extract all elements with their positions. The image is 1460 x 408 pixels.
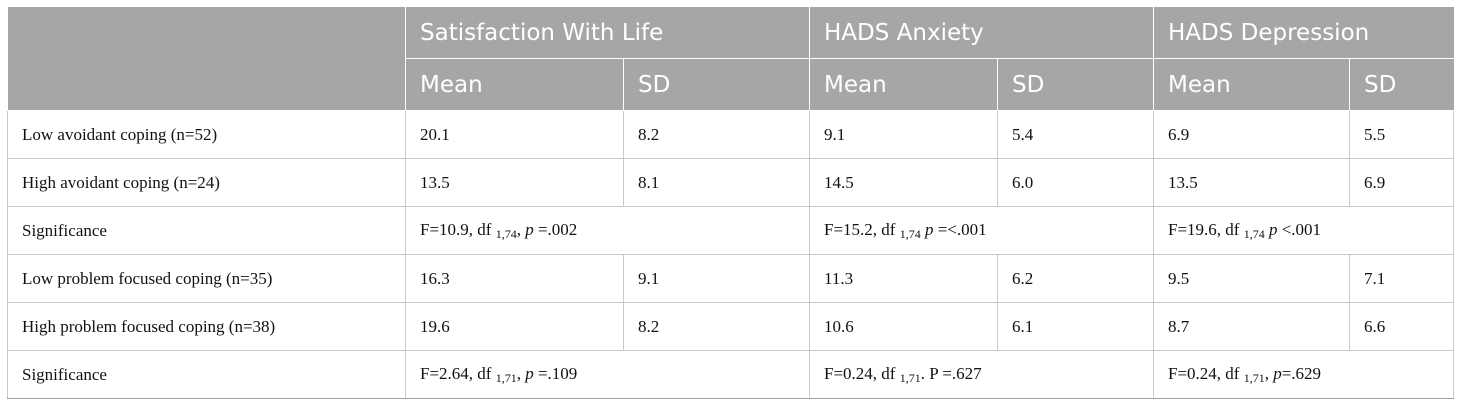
significance-row: Significance F=10.9, df 1,74, p =.002 F=…: [7, 206, 1454, 255]
row-label: Low avoidant coping (n=52): [7, 110, 406, 159]
row-label: Significance: [7, 350, 406, 399]
cell-value: 6.6: [1349, 302, 1454, 351]
significance-cell: F=2.64, df 1,71, p =.109: [405, 350, 810, 399]
significance-cell: F=10.9, df 1,74, p =.002: [405, 206, 810, 255]
header-mean: Mean: [1153, 58, 1350, 111]
header-corner-cell: [7, 7, 406, 111]
table-row: Low avoidant coping (n=52) 20.1 8.2 9.1 …: [7, 110, 1454, 159]
cell-value: 14.5: [809, 158, 998, 207]
header-satisfaction-with-life: Satisfaction With Life: [405, 7, 810, 59]
cell-value: 20.1: [405, 110, 624, 159]
cell-value: 16.3: [405, 254, 624, 303]
cell-value: 10.6: [809, 302, 998, 351]
cell-value: 6.9: [1349, 158, 1454, 207]
header-sd: SD: [997, 58, 1154, 111]
table-row: High avoidant coping (n=24) 13.5 8.1 14.…: [7, 158, 1454, 207]
cell-value: 6.0: [997, 158, 1154, 207]
row-label: Significance: [7, 206, 406, 255]
header-sd: SD: [623, 58, 810, 111]
significance-cell: F=0.24, df 1,71, p=.629: [1153, 350, 1454, 399]
significance-cell: F=15.2, df 1,74 p =<.001: [809, 206, 1154, 255]
cell-value: 5.4: [997, 110, 1154, 159]
row-label: Low problem focused coping (n=35): [7, 254, 406, 303]
header-stat-row: Mean SD Mean SD Mean SD: [8, 58, 1454, 111]
results-table: Satisfaction With Life HADS Anxiety HADS…: [7, 7, 1454, 399]
cell-value: 9.1: [809, 110, 998, 159]
significance-row: Significance F=2.64, df 1,71, p =.109 F=…: [7, 350, 1454, 399]
cell-value: 5.5: [1349, 110, 1454, 159]
cell-value: 13.5: [405, 158, 624, 207]
cell-value: 8.2: [623, 302, 810, 351]
header-sd: SD: [1349, 58, 1454, 111]
cell-value: 9.5: [1153, 254, 1350, 303]
cell-value: 19.6: [405, 302, 624, 351]
table-header: Satisfaction With Life HADS Anxiety HADS…: [7, 7, 1454, 111]
row-label: High avoidant coping (n=24): [7, 158, 406, 207]
table-body: Low avoidant coping (n=52) 20.1 8.2 9.1 …: [7, 110, 1454, 399]
significance-cell: F=19.6, df 1,74 p <.001: [1153, 206, 1454, 255]
header-group-row: Satisfaction With Life HADS Anxiety HADS…: [7, 7, 1454, 111]
cell-value: 8.2: [623, 110, 810, 159]
cell-value: 13.5: [1153, 158, 1350, 207]
header-mean: Mean: [809, 58, 998, 111]
cell-value: 8.7: [1153, 302, 1350, 351]
cell-value: 9.1: [623, 254, 810, 303]
cell-value: 7.1: [1349, 254, 1454, 303]
row-label: High problem focused coping (n=38): [7, 302, 406, 351]
table-row: High problem focused coping (n=38) 19.6 …: [7, 302, 1454, 351]
header-hads-anxiety: HADS Anxiety: [809, 7, 1154, 59]
cell-value: 6.2: [997, 254, 1154, 303]
cell-value: 6.1: [997, 302, 1154, 351]
table-row: Low problem focused coping (n=35) 16.3 9…: [7, 254, 1454, 303]
cell-value: 6.9: [1153, 110, 1350, 159]
cell-value: 8.1: [623, 158, 810, 207]
significance-cell: F=0.24, df 1,71. P =.627: [809, 350, 1154, 399]
header-hads-depression: HADS Depression: [1153, 7, 1454, 59]
header-mean: Mean: [405, 58, 624, 111]
cell-value: 11.3: [809, 254, 998, 303]
